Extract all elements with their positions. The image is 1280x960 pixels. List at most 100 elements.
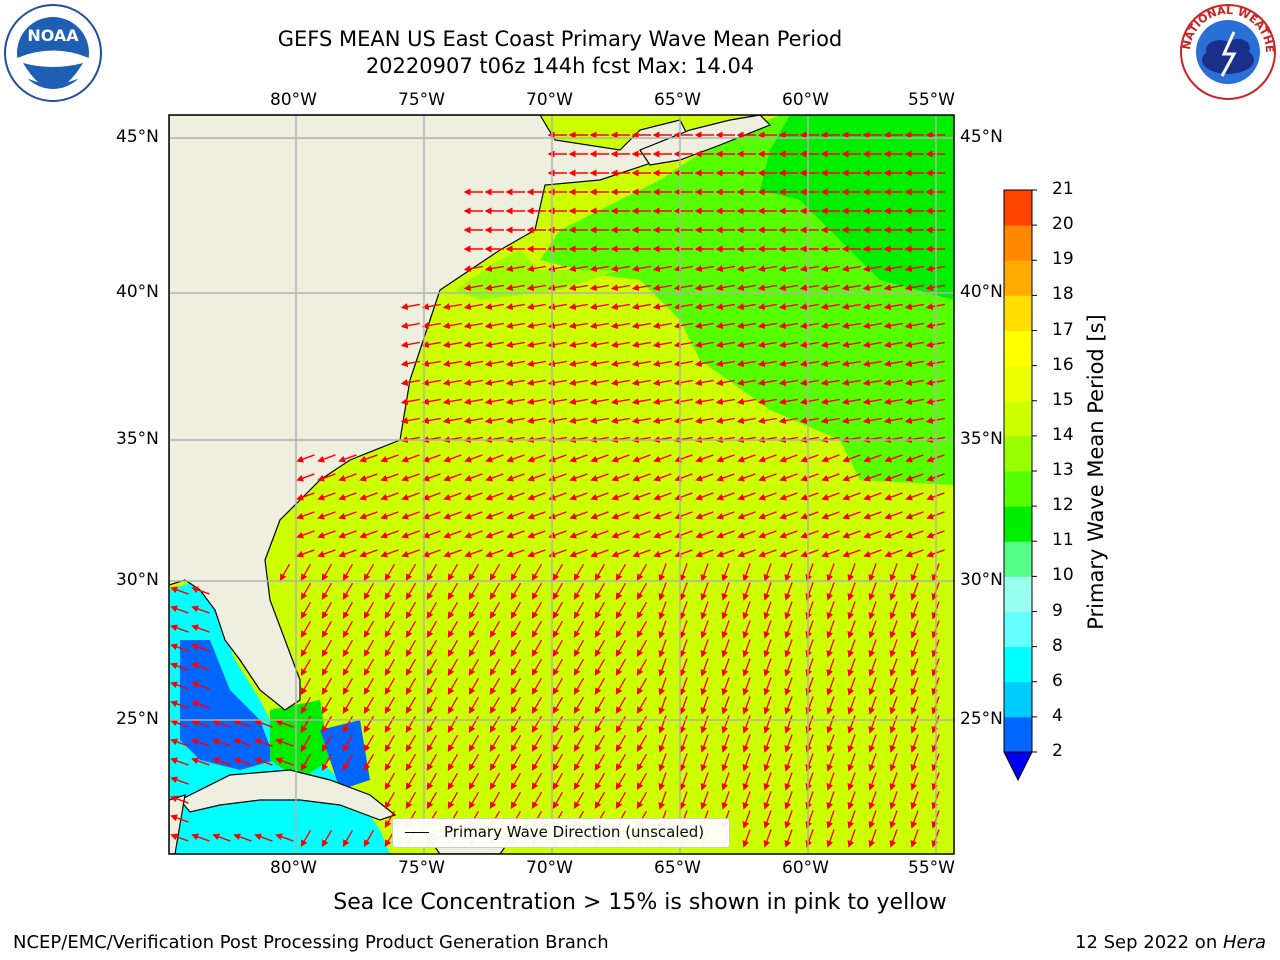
wave-arrow	[321, 753, 333, 772]
wave-arrow	[405, 715, 417, 734]
wave-arrow	[468, 734, 480, 753]
lon-label-top: 60°W	[782, 90, 829, 110]
wave-arrow	[883, 379, 903, 387]
wave-arrow	[573, 753, 585, 772]
wave-arrow	[463, 284, 483, 292]
wave-arrow	[275, 833, 294, 842]
wave-arrow	[447, 658, 459, 677]
wave-arrow	[673, 379, 693, 387]
wave-arrow	[569, 549, 588, 558]
wave-arrow	[212, 738, 231, 747]
wave-arrow	[384, 715, 396, 734]
wave-arrow	[658, 563, 667, 582]
wave-arrow	[526, 379, 546, 387]
wave-arrow	[300, 696, 312, 715]
wave-arrow	[380, 454, 399, 463]
lat-label-left: 30°N	[116, 570, 159, 590]
wave-arrow	[636, 677, 648, 696]
wave-arrow	[463, 360, 483, 368]
wave-arrow	[763, 753, 772, 772]
wave-arrow	[170, 738, 189, 747]
wave-arrow	[674, 473, 693, 482]
wave-arrow	[715, 284, 735, 292]
wave-arrow	[442, 379, 462, 387]
wave-arrow	[631, 265, 651, 273]
wave-arrow	[673, 341, 693, 349]
wave-arrow	[784, 696, 793, 715]
wave-arrow	[468, 620, 480, 639]
wave-arrow	[841, 398, 861, 406]
wave-arrow	[736, 303, 756, 311]
wave-arrow	[611, 473, 630, 482]
wave-arrow	[778, 303, 798, 311]
colorbar-tick-label: 20	[1052, 214, 1074, 235]
wave-arrow	[505, 322, 525, 330]
wave-arrow	[820, 398, 840, 406]
wave-arrow	[742, 563, 751, 582]
wave-arrow	[296, 530, 315, 539]
wave-arrow	[721, 791, 730, 810]
wave-arrow	[170, 833, 189, 842]
wave-arrow	[594, 582, 606, 601]
wave-arrow	[484, 360, 504, 368]
wave-arrow	[868, 753, 877, 772]
wave-arrow	[468, 582, 480, 601]
wave-arrow	[821, 473, 840, 482]
wave-arrow	[841, 379, 861, 387]
wave-arrow	[464, 473, 483, 482]
wave-arrow	[700, 791, 709, 810]
wave-arrow	[359, 473, 378, 482]
wave-arrow	[889, 696, 898, 715]
wave-arrow	[847, 582, 856, 601]
wave-arrow	[342, 753, 354, 772]
wave-arrow	[742, 753, 751, 772]
wave-arrow	[847, 658, 856, 677]
wave-arrow	[800, 454, 819, 463]
wave-arrow	[363, 658, 375, 677]
wave-arrow	[778, 265, 798, 273]
wave-arrow	[695, 492, 714, 501]
wave-arrow	[317, 511, 336, 520]
wave-arrow	[342, 582, 354, 601]
wave-arrow	[400, 360, 420, 368]
wave-arrow	[863, 511, 882, 520]
wave-arrow	[300, 734, 312, 753]
wave-arrow	[489, 563, 501, 582]
wave-arrow	[317, 492, 336, 501]
wave-arrow	[384, 753, 396, 772]
wave-arrow	[679, 715, 688, 734]
wave-arrow	[212, 833, 231, 842]
wave-arrow	[910, 658, 919, 677]
wave-arrow	[847, 563, 856, 582]
wave-arrow	[589, 379, 609, 387]
wave-arrow	[573, 734, 585, 753]
colorbar-segment	[1004, 471, 1032, 507]
wave-arrow	[363, 563, 375, 582]
wave-arrow	[904, 341, 924, 349]
wave-arrow	[384, 772, 396, 791]
colorbar-tick-label: 4	[1052, 705, 1063, 726]
wave-arrow	[254, 719, 273, 728]
wave-arrow	[884, 511, 903, 520]
lat-label-right: 40°N	[960, 282, 1003, 302]
wave-arrow	[526, 341, 546, 349]
wave-arrow	[552, 563, 564, 582]
wave-arrow	[489, 582, 501, 601]
wave-arrow	[863, 530, 882, 539]
wave-arrow	[763, 639, 772, 658]
wave-arrow	[275, 719, 294, 728]
wave-arrow	[191, 662, 210, 671]
wave-arrow	[321, 601, 333, 620]
wave-arrow	[862, 379, 882, 387]
wave-arrow	[847, 772, 856, 791]
wave-arrow	[610, 417, 630, 425]
wave-arrow	[673, 322, 693, 330]
wave-arrow	[674, 492, 693, 501]
wave-arrow	[506, 473, 525, 482]
wave-arrow	[426, 658, 438, 677]
wave-arrow	[484, 341, 504, 349]
wave-arrow	[826, 601, 835, 620]
wave-arrow	[526, 398, 546, 406]
wave-arrow	[594, 696, 606, 715]
wave-arrow	[191, 624, 210, 633]
